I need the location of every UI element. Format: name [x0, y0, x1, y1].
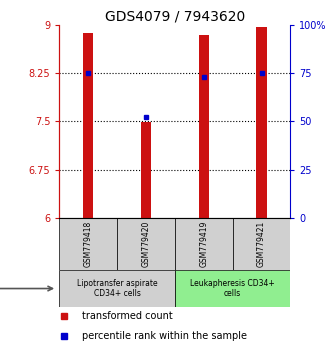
- Text: percentile rank within the sample: percentile rank within the sample: [82, 331, 248, 341]
- Bar: [256, 27, 267, 218]
- Text: Leukapheresis CD34+
cells: Leukapheresis CD34+ cells: [190, 279, 275, 298]
- Bar: [199, 35, 209, 218]
- Bar: [141, 122, 151, 218]
- Text: GSM779419: GSM779419: [199, 221, 208, 267]
- Title: GDS4079 / 7943620: GDS4079 / 7943620: [105, 10, 245, 24]
- Text: cell type: cell type: [0, 284, 52, 293]
- Text: GSM779421: GSM779421: [257, 221, 266, 267]
- Bar: [59, 270, 175, 307]
- Bar: [175, 270, 290, 307]
- Bar: [175, 218, 233, 270]
- Bar: [59, 218, 117, 270]
- Text: GSM779420: GSM779420: [142, 221, 150, 267]
- Text: transformed count: transformed count: [82, 310, 173, 320]
- Bar: [117, 218, 175, 270]
- Bar: [83, 33, 93, 218]
- Text: GSM779418: GSM779418: [84, 221, 93, 267]
- Text: Lipotransfer aspirate
CD34+ cells: Lipotransfer aspirate CD34+ cells: [77, 279, 157, 298]
- Bar: [233, 218, 290, 270]
